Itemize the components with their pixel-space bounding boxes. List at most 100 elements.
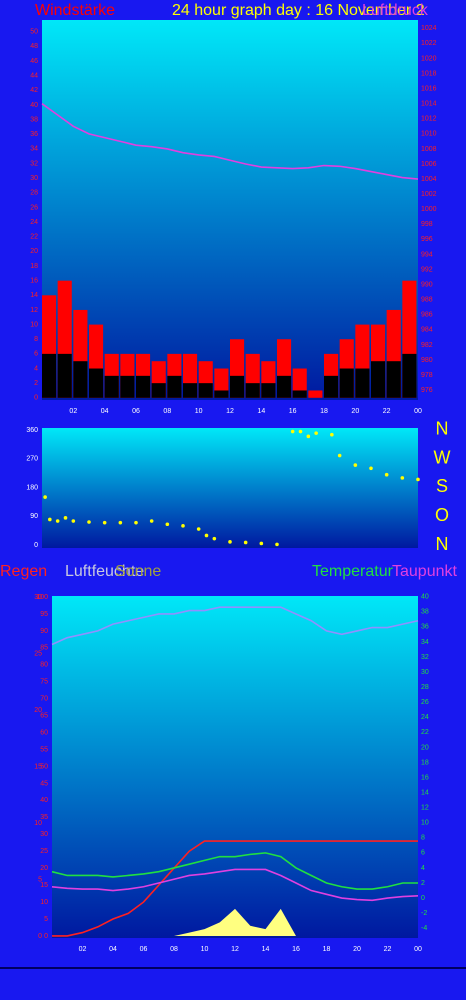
tick-label: 30 bbox=[40, 831, 48, 838]
tick-label: 8 bbox=[421, 835, 425, 842]
legend-label: Sonne bbox=[115, 563, 161, 580]
tick-label: 0 bbox=[421, 895, 425, 902]
tick-label: 36 bbox=[421, 624, 429, 631]
wind-bar bbox=[42, 353, 57, 398]
x-tick-label: 02 bbox=[69, 408, 77, 415]
wind-bar bbox=[292, 390, 307, 398]
tick-label: 1006 bbox=[421, 161, 437, 168]
tick-label: 20 bbox=[34, 707, 42, 714]
tick-label: 12 bbox=[30, 307, 38, 314]
tick-label: 1016 bbox=[421, 85, 437, 92]
x-tick-label: 22 bbox=[383, 408, 391, 415]
direction-point bbox=[63, 516, 68, 520]
tick-label: 10 bbox=[421, 820, 429, 827]
tick-label: 1020 bbox=[421, 55, 437, 62]
tick-label: 75 bbox=[40, 679, 48, 686]
tick-label: 30 bbox=[34, 594, 42, 601]
direction-point bbox=[353, 463, 358, 467]
compass-label: W bbox=[434, 447, 451, 467]
tick-label: 32 bbox=[30, 160, 38, 167]
tick-label: 40 bbox=[421, 594, 429, 601]
tick-label: 980 bbox=[421, 357, 433, 364]
wind-bar bbox=[386, 361, 401, 398]
wind-bar bbox=[324, 375, 339, 398]
tick-label: 100 bbox=[36, 594, 48, 601]
direction-point bbox=[259, 541, 264, 546]
tick-label: 4 bbox=[421, 865, 425, 872]
tick-label: 20 bbox=[30, 248, 38, 255]
x-tick-label: 20 bbox=[351, 408, 359, 415]
tick-label: 978 bbox=[421, 372, 433, 379]
wind-bar bbox=[261, 383, 276, 398]
tick-label: 12 bbox=[421, 805, 429, 812]
tick-label: 34 bbox=[421, 639, 429, 646]
wind-bar bbox=[371, 361, 386, 398]
x-tick-label: 22 bbox=[384, 946, 392, 953]
x-tick-label: 06 bbox=[140, 946, 148, 953]
tick-label: 26 bbox=[30, 204, 38, 211]
tick-label: 28 bbox=[30, 190, 38, 197]
direction-point bbox=[55, 519, 60, 523]
tick-label: 992 bbox=[421, 266, 433, 273]
wind-bar bbox=[136, 375, 151, 398]
tick-label: 42 bbox=[30, 87, 38, 94]
tick-label: 85 bbox=[40, 645, 48, 652]
tick-label: 46 bbox=[30, 58, 38, 65]
tick-label: 1002 bbox=[421, 191, 437, 198]
direction-point bbox=[149, 519, 154, 523]
chart-title: 24 hour graph day : 16 November 2 bbox=[172, 2, 425, 19]
tick-label: 6 bbox=[421, 850, 425, 857]
x-tick-label: 00 bbox=[414, 408, 422, 415]
direction-point bbox=[369, 466, 373, 471]
tick-label: 40 bbox=[30, 102, 38, 109]
tick-label: 45 bbox=[40, 780, 48, 787]
direction-point bbox=[384, 472, 389, 477]
plot-area bbox=[52, 596, 418, 938]
x-tick-label: 06 bbox=[132, 408, 140, 415]
tick-label: 30 bbox=[30, 175, 38, 182]
wind-bar bbox=[104, 375, 119, 398]
tick-label: 48 bbox=[30, 43, 38, 50]
tick-label: 998 bbox=[421, 221, 433, 228]
direction-point bbox=[87, 520, 91, 524]
tick-label: 180 bbox=[26, 484, 38, 491]
direction-point bbox=[43, 495, 47, 499]
tick-label: 95 bbox=[40, 611, 48, 618]
direction-point bbox=[204, 533, 209, 538]
tick-label: 0 bbox=[34, 542, 38, 549]
wind-bar bbox=[355, 368, 370, 398]
wind-bar bbox=[402, 353, 417, 398]
direction-point bbox=[314, 431, 318, 435]
direction-point bbox=[306, 434, 311, 439]
wind-bar bbox=[57, 353, 72, 398]
tick-label: 90 bbox=[40, 628, 48, 635]
legend-label: Windstärke bbox=[35, 2, 115, 19]
wind-bar bbox=[245, 383, 260, 398]
tick-label: 986 bbox=[421, 312, 433, 319]
tick-label: 1010 bbox=[421, 131, 437, 138]
wind-bar bbox=[151, 383, 166, 398]
legend-label: Taupunkt bbox=[392, 563, 457, 580]
tick-label: 16 bbox=[30, 277, 38, 284]
tick-label: 10 bbox=[40, 899, 48, 906]
wind-bar bbox=[214, 390, 229, 398]
tick-label: 0 bbox=[38, 933, 42, 940]
tick-label: 25 bbox=[40, 848, 48, 855]
tick-label: 984 bbox=[421, 327, 433, 334]
solar-area bbox=[174, 908, 296, 936]
tick-label: 1012 bbox=[421, 116, 437, 123]
wind-bar bbox=[308, 390, 323, 398]
tick-label: 6 bbox=[34, 351, 38, 358]
wind-bar bbox=[120, 375, 135, 398]
compass-label: N bbox=[436, 534, 449, 554]
wind-bar bbox=[198, 383, 213, 398]
tick-label: 22 bbox=[30, 234, 38, 241]
tick-label: 28 bbox=[421, 684, 429, 691]
direction-point bbox=[228, 540, 232, 544]
direction-point bbox=[298, 429, 303, 434]
tick-label: 10 bbox=[30, 321, 38, 328]
direction-point bbox=[275, 542, 279, 547]
tick-label: 38 bbox=[30, 116, 38, 123]
tick-label: 5 bbox=[38, 876, 42, 883]
series-line bbox=[51, 868, 419, 902]
